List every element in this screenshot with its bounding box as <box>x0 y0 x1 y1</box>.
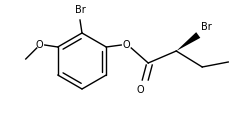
Text: O: O <box>36 40 43 50</box>
Text: O: O <box>122 40 130 50</box>
Text: Br: Br <box>201 22 212 32</box>
Polygon shape <box>176 32 200 51</box>
Text: O: O <box>136 85 144 95</box>
Text: Br: Br <box>75 5 85 15</box>
